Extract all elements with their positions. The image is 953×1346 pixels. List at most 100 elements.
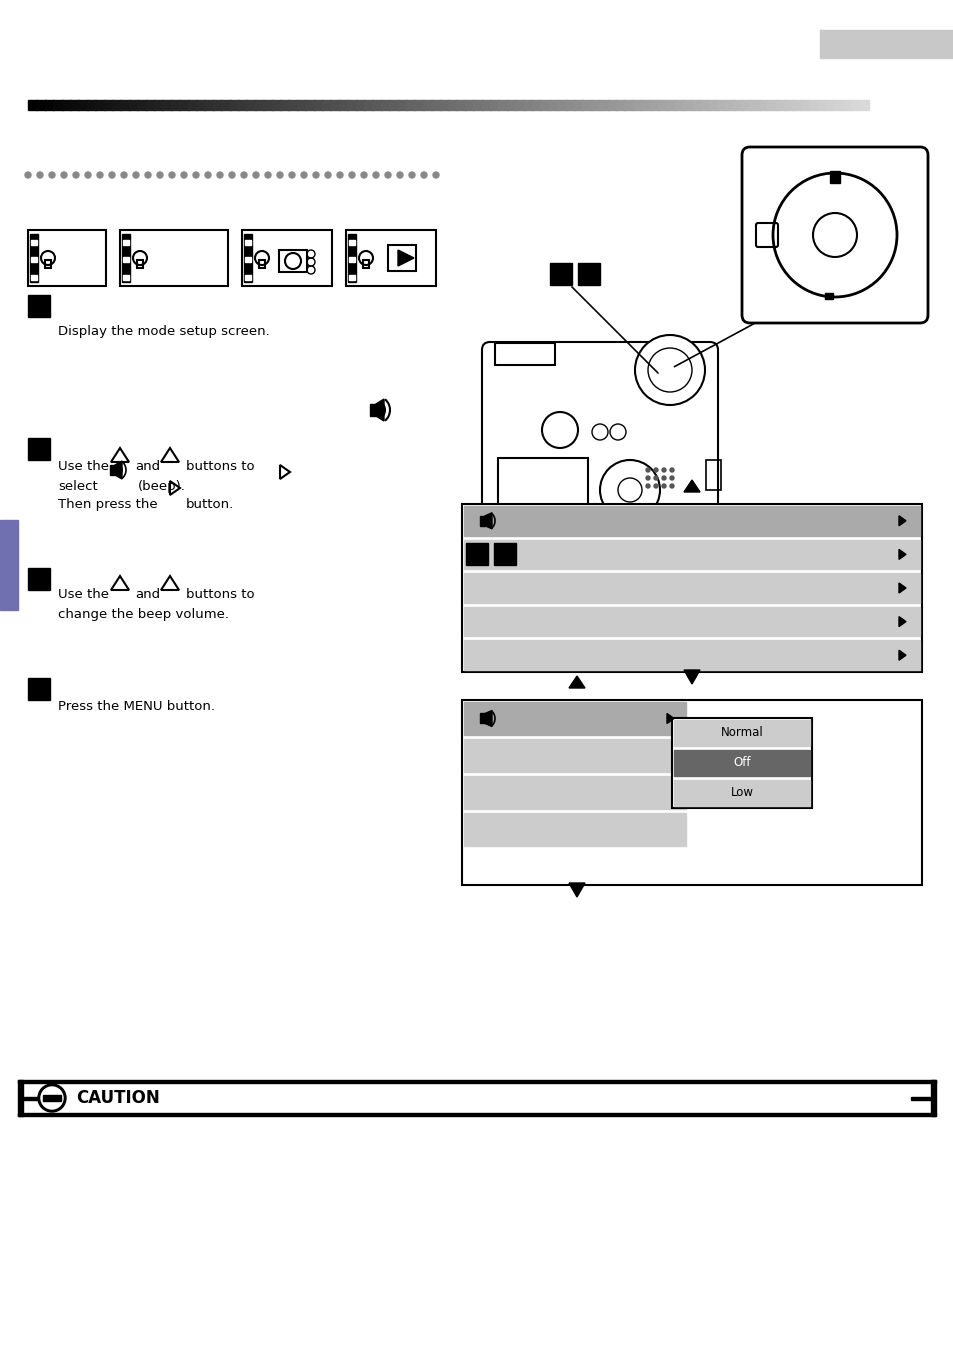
Bar	[129, 100, 138, 110]
Bar	[45, 100, 54, 110]
Bar	[523, 100, 533, 110]
Bar	[278, 250, 307, 272]
Bar	[364, 100, 373, 110]
Bar	[539, 100, 549, 110]
Bar	[258, 260, 265, 268]
Circle shape	[385, 172, 391, 178]
Circle shape	[157, 172, 163, 178]
Text: and: and	[135, 460, 160, 472]
Bar	[23, 1097, 43, 1100]
Circle shape	[420, 172, 427, 178]
Bar	[62, 100, 71, 110]
Bar	[548, 100, 558, 110]
Bar	[146, 100, 154, 110]
Bar	[741, 100, 751, 110]
Bar	[783, 100, 793, 110]
Bar	[414, 100, 423, 110]
Bar	[463, 703, 685, 735]
Circle shape	[360, 172, 367, 178]
Bar	[658, 100, 667, 110]
Bar	[43, 1096, 61, 1101]
Polygon shape	[115, 460, 122, 479]
Bar	[463, 506, 919, 536]
Bar	[557, 100, 566, 110]
Bar	[237, 100, 247, 110]
Bar	[930, 1079, 935, 1116]
Bar	[716, 100, 725, 110]
Bar	[30, 240, 37, 245]
Text: select: select	[58, 481, 97, 493]
Bar	[750, 100, 759, 110]
Bar	[349, 257, 355, 262]
Circle shape	[661, 476, 665, 481]
Bar	[463, 573, 919, 603]
Bar	[775, 100, 784, 110]
Bar	[733, 100, 742, 110]
Bar	[280, 100, 289, 110]
Text: and: and	[135, 588, 160, 602]
Circle shape	[349, 172, 355, 178]
Text: button.: button.	[186, 498, 234, 511]
Circle shape	[669, 485, 673, 489]
Bar	[245, 257, 251, 262]
Polygon shape	[568, 676, 584, 688]
Polygon shape	[375, 398, 384, 421]
Circle shape	[645, 485, 649, 489]
Bar	[246, 100, 255, 110]
Bar	[463, 607, 919, 637]
Bar	[494, 542, 516, 565]
Bar	[464, 100, 474, 110]
Bar	[532, 100, 541, 110]
Bar	[28, 568, 50, 590]
Bar	[463, 540, 919, 569]
Text: Display the mode setup screen.: Display the mode setup screen.	[58, 324, 270, 338]
Bar	[18, 1079, 935, 1084]
Bar	[28, 230, 106, 285]
Circle shape	[645, 468, 649, 472]
Bar	[673, 779, 809, 806]
Circle shape	[85, 172, 91, 178]
Bar	[824, 293, 832, 299]
Text: Off: Off	[733, 756, 750, 770]
Circle shape	[654, 485, 658, 489]
Bar	[598, 100, 608, 110]
Circle shape	[645, 476, 649, 481]
Circle shape	[396, 172, 402, 178]
Bar	[565, 100, 575, 110]
Circle shape	[241, 172, 247, 178]
Circle shape	[41, 1088, 63, 1109]
Bar	[691, 100, 700, 110]
Bar	[463, 739, 685, 773]
Bar	[28, 100, 37, 110]
Bar	[766, 100, 776, 110]
Bar	[758, 100, 767, 110]
Bar	[338, 100, 348, 110]
Bar	[263, 100, 273, 110]
Bar	[581, 100, 591, 110]
Bar	[245, 240, 251, 245]
Bar	[104, 100, 112, 110]
Bar	[682, 100, 692, 110]
FancyBboxPatch shape	[481, 342, 718, 559]
Bar	[221, 100, 231, 110]
Bar	[792, 100, 801, 110]
Circle shape	[635, 335, 704, 405]
Circle shape	[132, 172, 139, 178]
Bar	[448, 100, 456, 110]
Bar	[463, 813, 685, 847]
Bar	[406, 100, 415, 110]
Bar	[724, 100, 734, 110]
Bar	[0, 520, 18, 610]
Circle shape	[409, 172, 415, 178]
Circle shape	[73, 172, 79, 178]
Bar	[422, 100, 432, 110]
Bar	[153, 100, 163, 110]
Circle shape	[121, 172, 127, 178]
Bar	[78, 100, 88, 110]
Bar	[123, 240, 129, 245]
Bar	[28, 295, 50, 318]
Bar	[461, 503, 921, 672]
Bar	[123, 275, 129, 280]
Bar	[808, 100, 818, 110]
Text: Then press the: Then press the	[58, 498, 157, 511]
